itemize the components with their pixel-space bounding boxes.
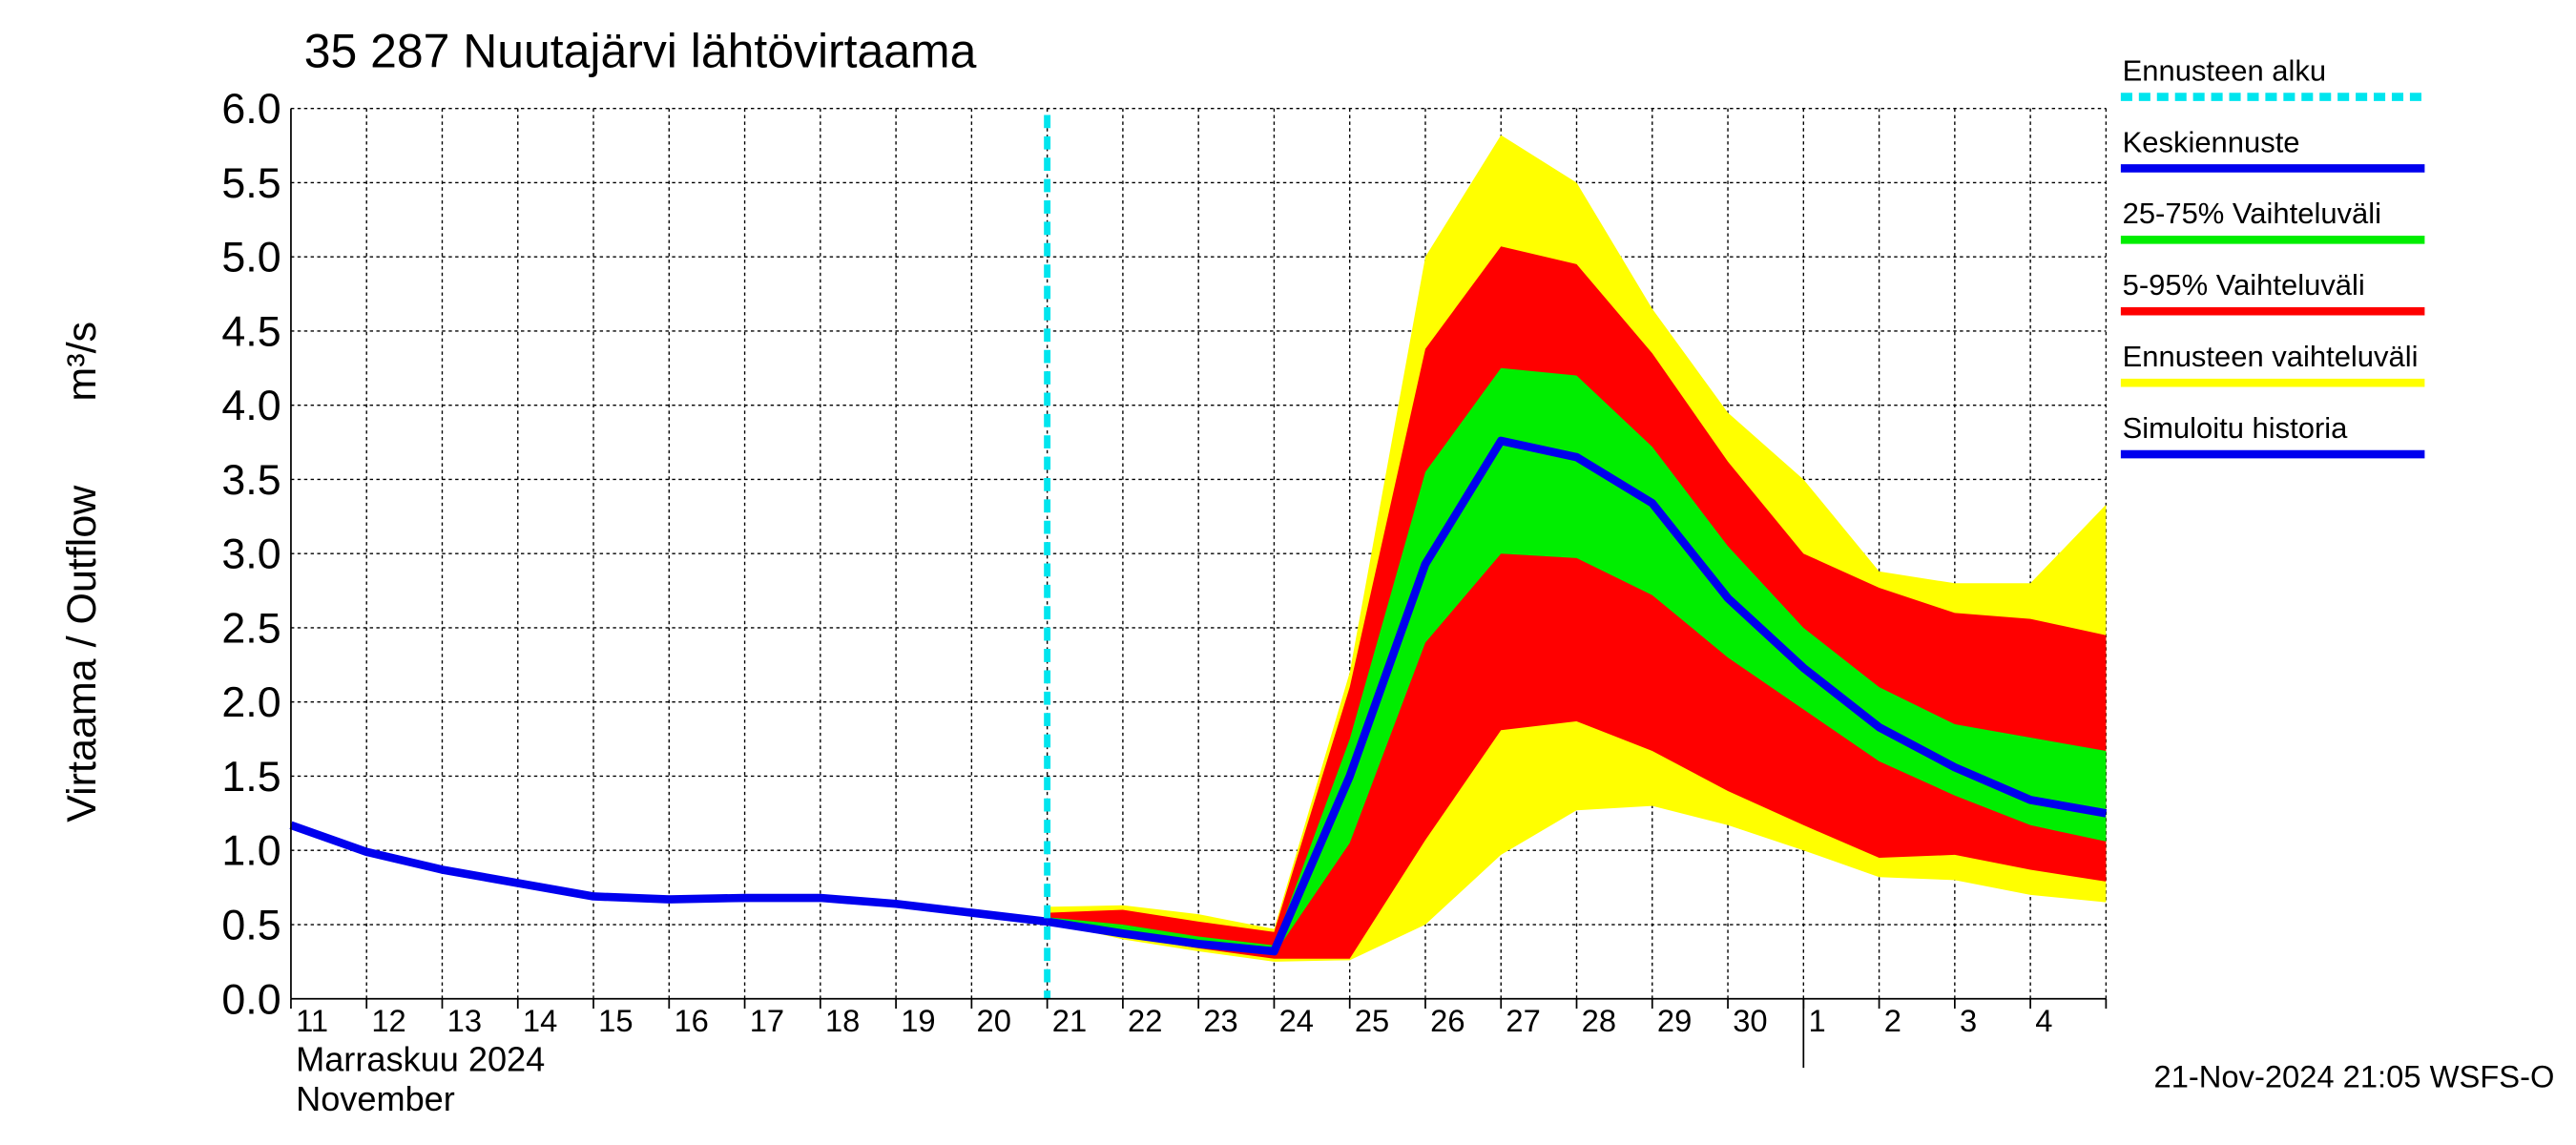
x-tick-label: 14 [523, 1003, 557, 1038]
x-tick-label: 1 [1808, 1003, 1825, 1038]
x-tick-label: 12 [371, 1003, 405, 1038]
legend-label: Keskiennuste [2123, 125, 2300, 158]
x-tick-label: 26 [1430, 1003, 1465, 1038]
y-tick-label: 3.0 [221, 531, 280, 578]
y-tick-label: 2.0 [221, 678, 280, 726]
y-axis-label: Virtaama / Outflow [59, 485, 105, 822]
legend-label: Ennusteen vaihteluväli [2123, 340, 2419, 373]
chart-title: 35 287 Nuutajärvi lähtövirtaama [304, 25, 977, 78]
plot-area: 0.0 0.5 1.0 1.5 2.0 2.5 3.0 3.5 4.0 4.5 5.0 5.5 6.0 1… [221, 85, 2108, 1069]
x-tick-label: 20 [977, 1003, 1011, 1038]
y-tick-label: 2.5 [221, 604, 280, 652]
x-tick-label: 3 [1960, 1003, 1977, 1038]
x-tick-label: 2 [1884, 1003, 1901, 1038]
x-tick-label: 15 [598, 1003, 633, 1038]
legend-label: 5-95% Vaihteluväli [2123, 268, 2365, 302]
series-line [1046, 436, 2108, 956]
x-tick-label: 24 [1279, 1003, 1314, 1038]
y-tick-label: 6.0 [221, 85, 280, 133]
y-tick-label: 4.0 [221, 382, 280, 429]
x-tick-label: 25 [1355, 1003, 1389, 1038]
x-tick-label: 29 [1657, 1003, 1692, 1038]
x-axis-month: Marraskuu 2024 [296, 1040, 545, 1079]
x-tick-label: 4 [2035, 1003, 2052, 1038]
x-tick-label: 13 [447, 1003, 482, 1038]
y-tick-label: 5.0 [221, 234, 280, 281]
x-tick-label: 18 [825, 1003, 860, 1038]
footer: 21-Nov-2024 21:05 WSFS-O [2154, 1059, 2555, 1094]
band-area [1047, 367, 2107, 955]
x-tick-label: 16 [674, 1003, 708, 1038]
series-line [289, 821, 1049, 926]
y-tick-label: 1.5 [221, 753, 280, 801]
x-tick-label: 22 [1128, 1003, 1162, 1038]
legend: Ennusteen alku Keskiennuste 25-75% Vaihtel… [2120, 53, 2425, 459]
x-tick-label: 28 [1582, 1003, 1616, 1038]
y-axis-unit: m³/s [59, 322, 105, 402]
x-tick-label: 27 [1506, 1003, 1540, 1038]
band-area [1047, 246, 2107, 959]
y-tick-label: 4.5 [221, 307, 280, 355]
x-tick-label: 11 [296, 1003, 328, 1038]
x-tick-label: 30 [1733, 1003, 1767, 1038]
legend-label: Ennusteen alku [2123, 53, 2327, 87]
y-tick-label: 5.5 [221, 159, 280, 207]
x-axis-month-en: November [296, 1079, 455, 1118]
x-tick-label: 19 [901, 1003, 935, 1038]
y-tick-label: 1.0 [221, 827, 280, 875]
x-tick-label: 17 [750, 1003, 784, 1038]
legend-label: 25-75% Vaihteluväli [2123, 197, 2381, 230]
y-tick-label: 0.5 [221, 902, 280, 949]
x-tick-label: 21 [1052, 1003, 1087, 1038]
y-tick-label: 3.5 [221, 456, 280, 504]
x-tick-label: 23 [1203, 1003, 1237, 1038]
y-tick-label: 0.0 [221, 975, 280, 1023]
legend-label: Simuloitu historia [2123, 411, 2349, 445]
